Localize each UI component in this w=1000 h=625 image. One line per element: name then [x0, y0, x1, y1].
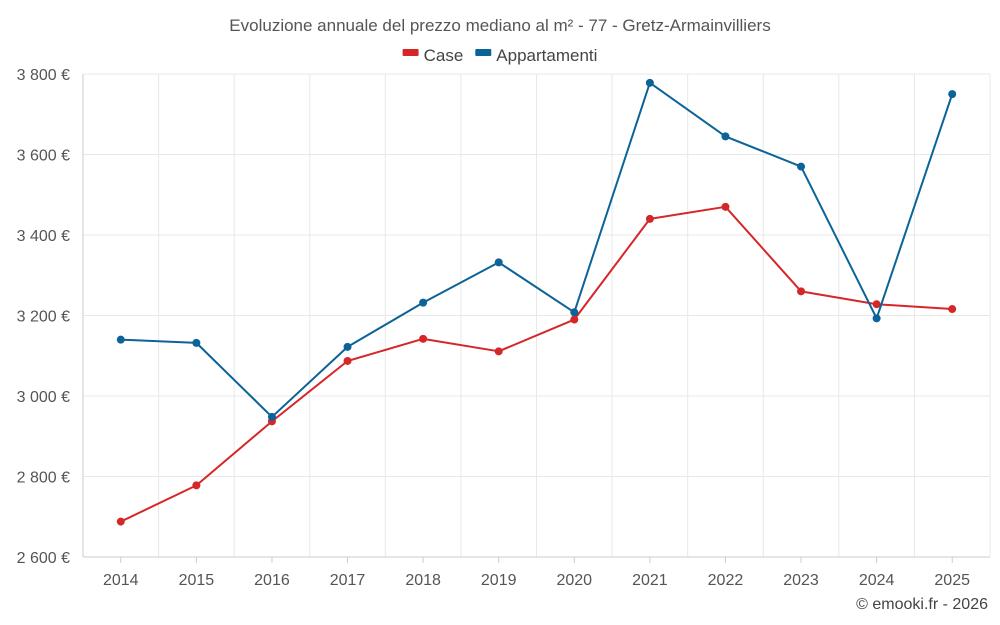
series-line-case [120, 205, 953, 523]
y-tick-label: 3 400 € [17, 228, 70, 245]
x-tick-label: 2021 [632, 572, 668, 589]
y-tick-label: 3 600 € [17, 148, 70, 165]
data-point-appartamenti[interactable] [872, 314, 881, 323]
data-point-appartamenti[interactable] [645, 78, 654, 87]
legend-label: Appartamenti [496, 46, 597, 65]
data-point-appartamenti[interactable] [721, 132, 730, 141]
data-point-appartamenti[interactable] [419, 298, 428, 307]
data-point-appartamenti[interactable] [570, 308, 579, 317]
y-tick-label: 2 600 € [17, 550, 70, 567]
x-tick-label: 2024 [859, 572, 895, 589]
axes [82, 74, 990, 558]
x-tick-label: 2018 [405, 572, 441, 589]
chart-title: Evoluzione annuale del prezzo mediano al… [229, 16, 770, 35]
x-tick-label: 2014 [103, 572, 139, 589]
data-point-case[interactable] [116, 517, 125, 526]
legend-swatch [475, 49, 492, 56]
data-point-case[interactable] [797, 287, 806, 296]
data-point-case[interactable] [948, 305, 957, 314]
data-point-appartamenti[interactable] [494, 258, 503, 267]
y-tick-label: 3 200 € [17, 309, 70, 326]
data-point-case[interactable] [872, 300, 881, 309]
x-tick-label: 2019 [481, 572, 517, 589]
data-point-case[interactable] [494, 347, 503, 356]
x-tick-label: 2020 [556, 572, 592, 589]
data-point-case[interactable] [192, 481, 201, 490]
legend-item-appartamenti[interactable]: Appartamenti [475, 46, 597, 65]
x-tick-label: 2016 [254, 572, 290, 589]
data-point-case[interactable] [343, 356, 352, 365]
y-tick-label: 2 800 € [17, 470, 70, 487]
data-point-appartamenti[interactable] [343, 342, 352, 351]
legend-item-case[interactable]: Case [402, 46, 464, 65]
x-tick-label: 2025 [934, 572, 970, 589]
series-group [116, 78, 957, 526]
y-tick-labels: 2 600 € 2 800 € 3 000 € 3 200 € 3 400 € 3 600… [17, 67, 70, 567]
series-line-appartamenti [120, 81, 954, 418]
credit-text: © emooki.fr - 2026 [856, 596, 988, 613]
data-point-case[interactable] [570, 315, 579, 324]
y-tick-label: 3 000 € [17, 389, 70, 406]
x-tick-label: 2023 [783, 572, 819, 589]
data-point-appartamenti[interactable] [797, 162, 806, 171]
legend-swatch [402, 49, 419, 56]
data-point-appartamenti[interactable] [192, 338, 201, 347]
series-appartamenti [116, 78, 957, 421]
legend: Case Appartamenti [402, 46, 597, 65]
x-tick-label: 2017 [330, 572, 366, 589]
x-tick-labels: 2014 2015 2016 2017 2018 2019 2020 2021 2022 2023… [103, 557, 970, 589]
data-point-appartamenti[interactable] [267, 412, 276, 421]
data-point-case[interactable] [419, 334, 428, 343]
y-tick-label: 3 800 € [17, 67, 70, 84]
data-point-case[interactable] [721, 202, 730, 211]
legend-label: Case [424, 46, 464, 65]
data-point-case[interactable] [645, 214, 654, 223]
data-point-appartamenti[interactable] [116, 335, 125, 344]
x-tick-label: 2022 [708, 572, 744, 589]
data-point-appartamenti[interactable] [948, 90, 957, 99]
x-tick-label: 2015 [179, 572, 215, 589]
